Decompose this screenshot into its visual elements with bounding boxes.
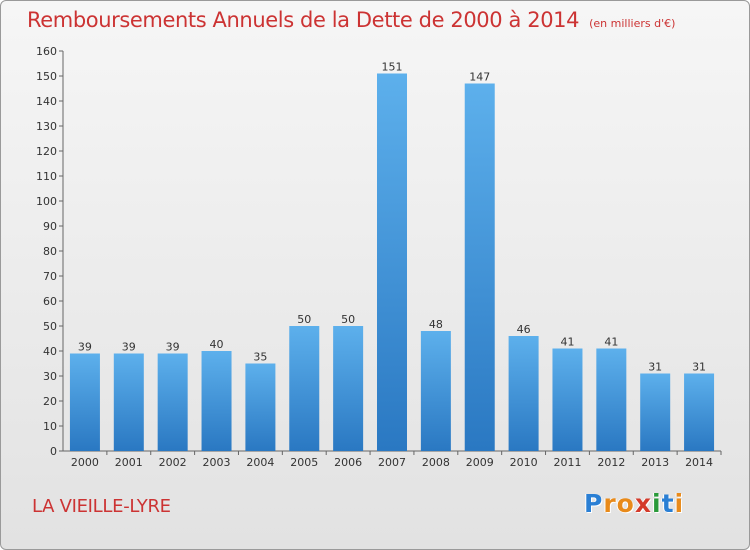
- y-tick-label: 20: [43, 395, 57, 408]
- x-tick-label: 2008: [422, 456, 450, 469]
- proxiti-logo: Proxiti: [584, 489, 684, 518]
- y-tick-label: 90: [43, 220, 57, 233]
- x-tick-label: 2009: [466, 456, 494, 469]
- bar-2009: [464, 83, 495, 451]
- x-tick-label: 2001: [115, 456, 143, 469]
- axes: 0 10 20 30 40 50 60 70 80 90 100 110 120 130 140 150 160…: [36, 45, 722, 469]
- title-block: Remboursements Annuels de la Dette de 20…: [27, 8, 675, 32]
- bar-2003: [201, 351, 232, 451]
- y-tick-label: 50: [43, 320, 57, 333]
- y-tick-label: 100: [36, 195, 57, 208]
- bar-2010: [508, 336, 539, 451]
- value-label-2013: 31: [648, 361, 662, 374]
- bar-2014: [684, 373, 715, 451]
- x-tick-label: 2003: [203, 456, 231, 469]
- commune-name: LA VIEILLE-LYRE: [32, 496, 171, 517]
- bar-2007: [377, 73, 407, 451]
- bar-2005: [289, 326, 320, 451]
- value-label-2005: 50: [297, 313, 311, 326]
- bar-2012: [596, 348, 627, 451]
- value-label-2010: 46: [517, 323, 531, 336]
- value-label-2006: 50: [341, 313, 355, 326]
- value-label-2002: 39: [166, 341, 180, 354]
- y-tick-label: 10: [43, 420, 57, 433]
- y-tick-label: 0: [50, 445, 57, 458]
- chart-title: Remboursements Annuels de la Dette de 20…: [27, 8, 580, 32]
- x-tick-label: 2005: [290, 456, 318, 469]
- x-tick-label: 2011: [553, 456, 581, 469]
- logo-letter: r: [603, 489, 617, 518]
- y-tick-label: 110: [36, 170, 57, 183]
- value-label-2001: 39: [122, 341, 136, 354]
- y-tick-label: 80: [43, 245, 57, 258]
- bars: 39 39 39 40 35 50 50 151 48 147 46 41 41 31 31: [69, 61, 715, 451]
- y-tick-label: 70: [43, 270, 57, 283]
- y-tick-label: 60: [43, 295, 57, 308]
- x-tick-label: 2013: [641, 456, 669, 469]
- x-tick-label: 2002: [159, 456, 187, 469]
- x-tick-label: 2014: [685, 456, 713, 469]
- logo-letter: t: [661, 489, 675, 518]
- y-tick-label: 30: [43, 370, 57, 383]
- bar-2001: [113, 353, 144, 451]
- bar-2000: [69, 353, 100, 451]
- x-tick-label: 2006: [334, 456, 362, 469]
- y-tick-label: 160: [36, 45, 57, 58]
- bar-2002: [157, 353, 188, 451]
- value-label-2003: 40: [210, 338, 224, 351]
- value-label-2011: 41: [560, 336, 574, 349]
- bar-2011: [552, 348, 583, 451]
- x-tick-label: 2000: [71, 456, 99, 469]
- x-tick-label: 2007: [378, 456, 406, 469]
- y-tick-label: 150: [36, 70, 57, 83]
- value-label-2000: 39: [78, 341, 92, 354]
- bar-2008: [420, 331, 451, 451]
- value-label-2004: 35: [253, 351, 267, 364]
- logo-letter: o: [616, 489, 635, 518]
- bar-2006: [333, 326, 364, 451]
- bar-2004: [245, 363, 276, 451]
- logo-letter: x: [634, 489, 652, 518]
- x-tick-label: 2004: [246, 456, 274, 469]
- value-label-2012: 41: [604, 336, 618, 349]
- logo-letter: P: [584, 489, 604, 518]
- unit-note: (en milliers d'€): [589, 17, 676, 30]
- value-label-2009: 147: [469, 71, 490, 84]
- x-tick-label: 2012: [597, 456, 625, 469]
- y-tick-label: 120: [36, 145, 57, 158]
- value-label-2007: 151: [382, 61, 403, 74]
- value-label-2008: 48: [429, 318, 443, 331]
- logo-letter: i: [674, 489, 685, 518]
- y-tick-label: 130: [36, 120, 57, 133]
- y-tick-label: 40: [43, 345, 57, 358]
- x-tick-label: 2010: [510, 456, 538, 469]
- logo-letter: i: [652, 489, 662, 518]
- y-tick-label: 140: [36, 95, 57, 108]
- value-label-2014: 31: [692, 361, 706, 374]
- bar-2013: [640, 373, 671, 451]
